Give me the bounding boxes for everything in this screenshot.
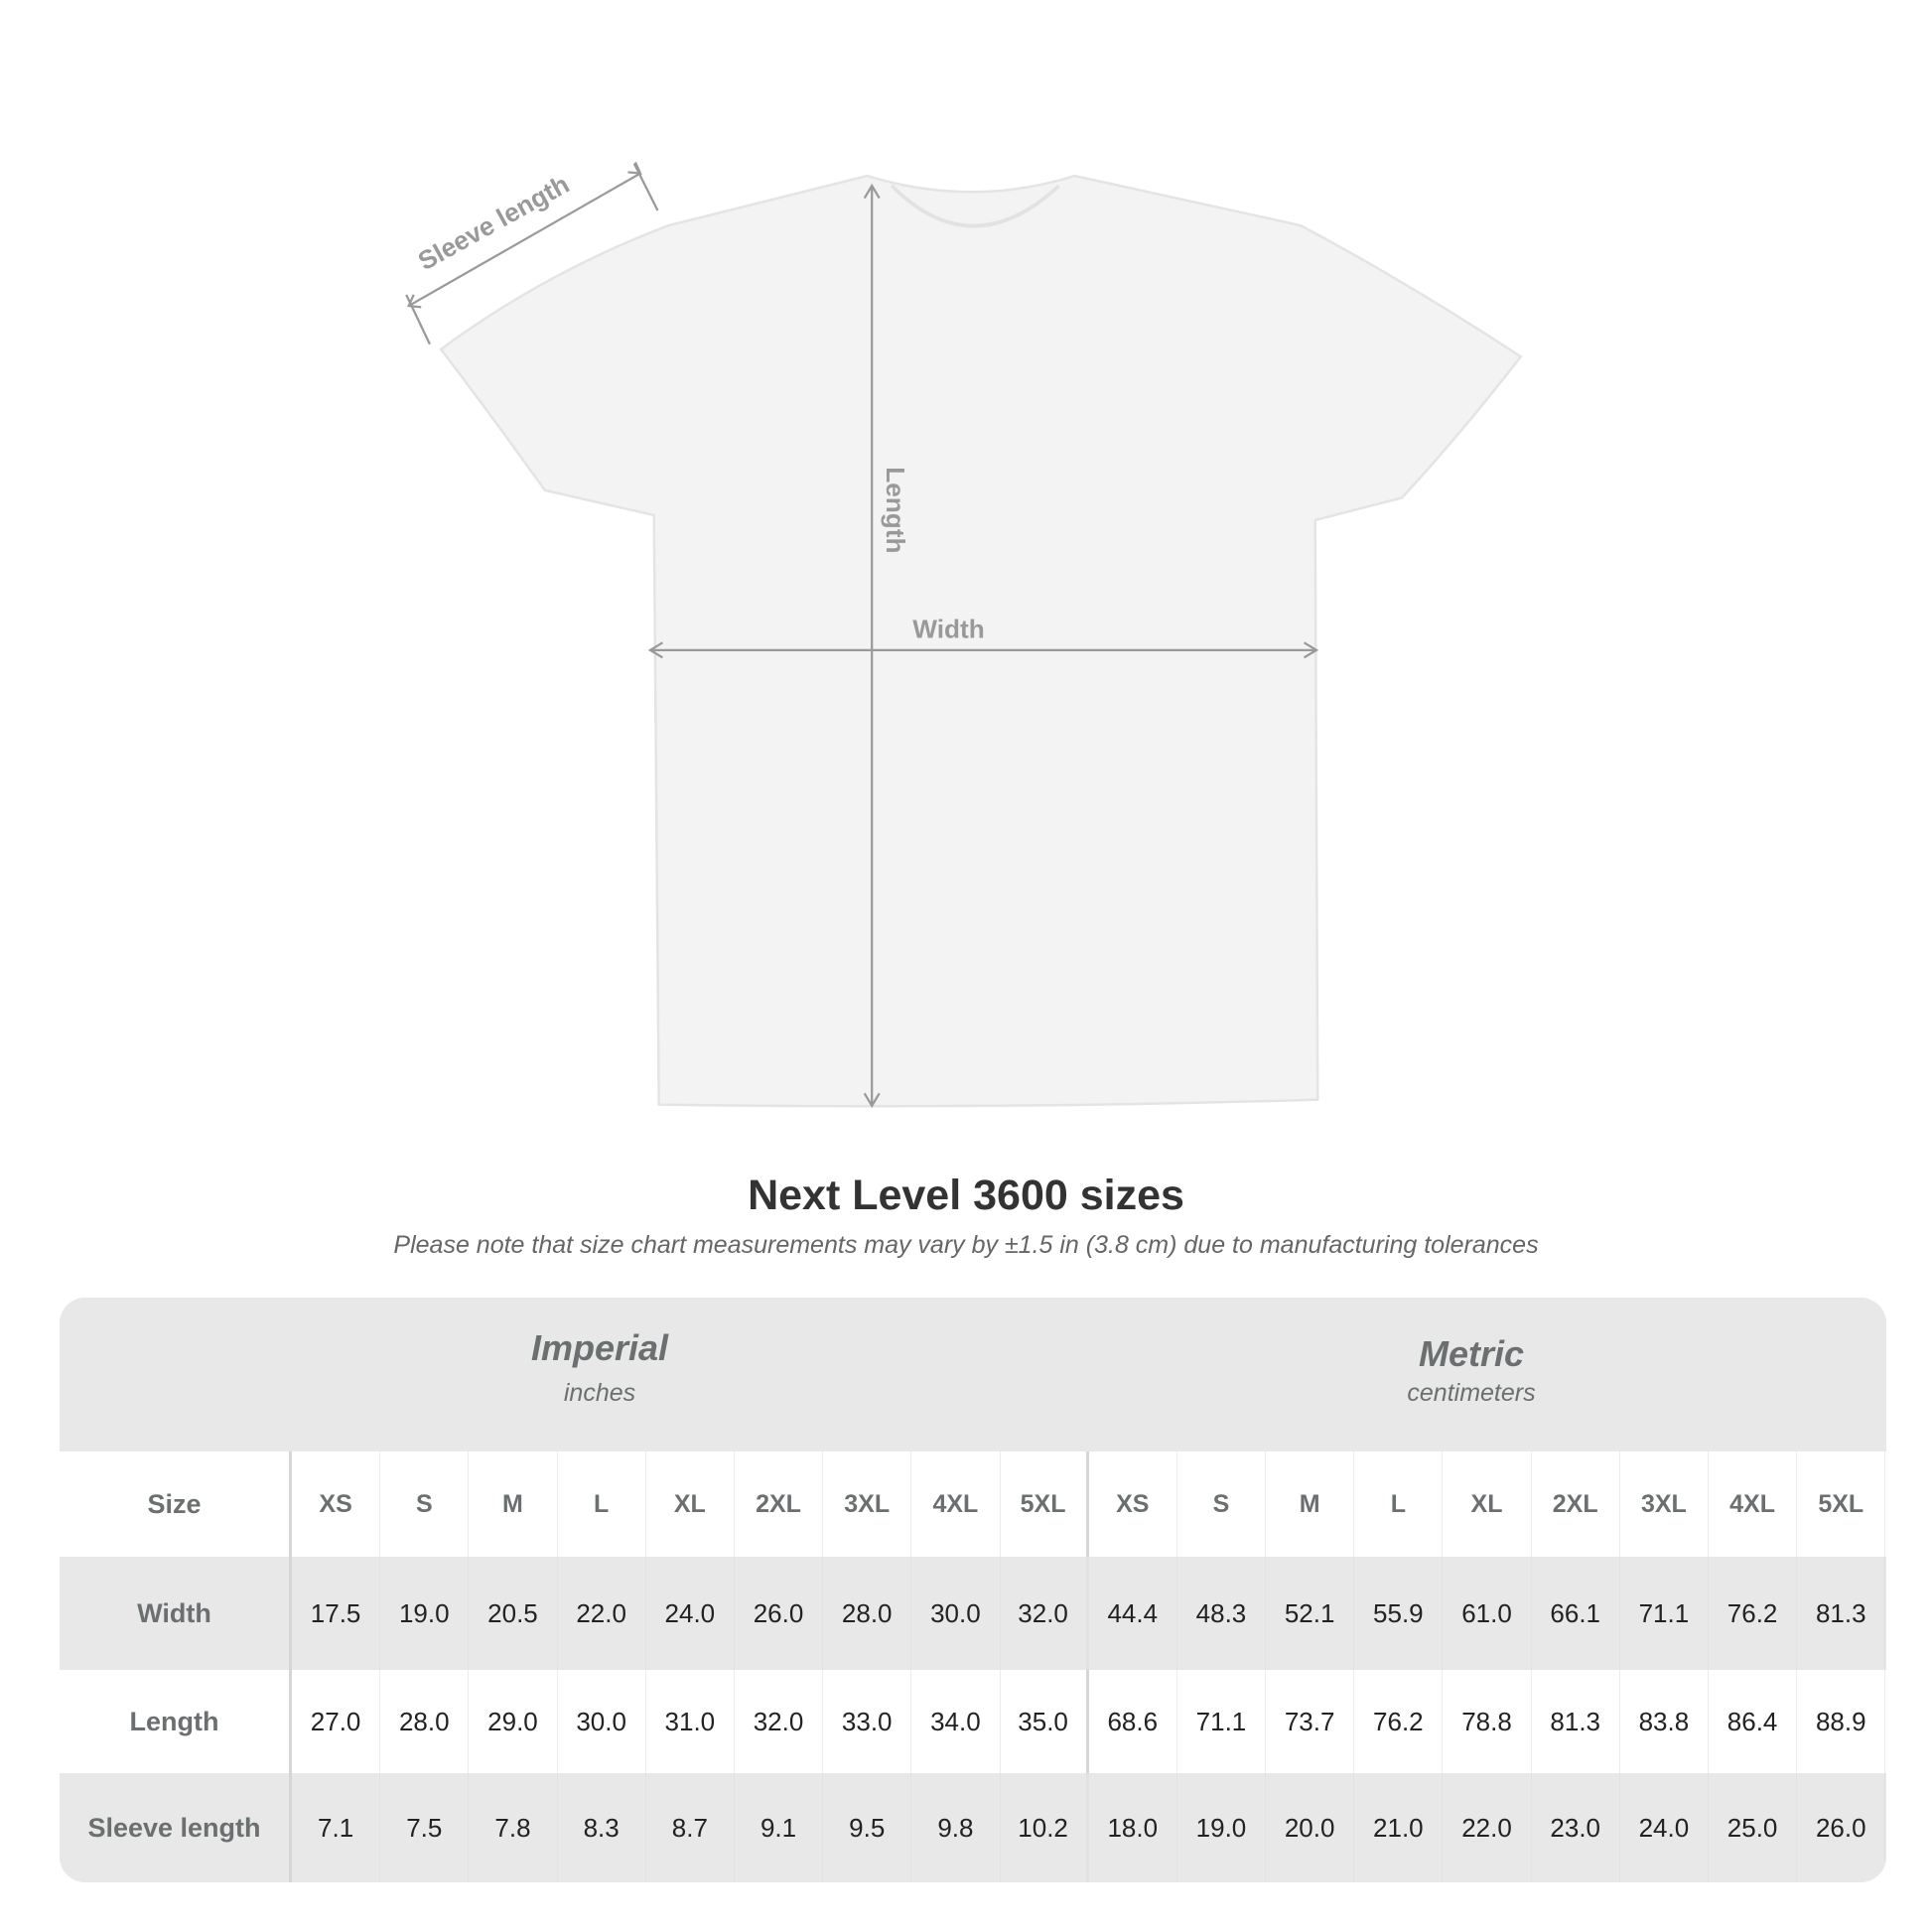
value-cell: 48.3 — [1177, 1557, 1267, 1670]
value-cell: 9.1 — [735, 1773, 824, 1882]
size-header-cell: 4XL — [911, 1451, 1001, 1557]
value-cell: 86.4 — [1709, 1670, 1798, 1773]
value-cell: 24.0 — [1620, 1773, 1709, 1882]
table-row-sleeve-length: Sleeve length 7.1 7.5 7.8 8.3 8.7 9.1 9.5 9.8 10.… — [60, 1773, 1886, 1882]
imperial-unit: inches — [563, 1379, 636, 1407]
table-row-width: Width 17.5 19.0 20.5 22.0 24.0 26.0 28.0 30.0 32.… — [60, 1557, 1886, 1670]
value-cell: 20.0 — [1266, 1773, 1355, 1882]
value-cell: 71.1 — [1620, 1557, 1709, 1670]
metric-unit: centimeters — [1407, 1379, 1536, 1407]
size-header-cell: M — [469, 1451, 558, 1557]
value-cell: 55.9 — [1354, 1557, 1444, 1670]
value-cell: 23.0 — [1532, 1773, 1620, 1882]
value-cell: 8.7 — [646, 1773, 735, 1882]
metric-header: Metric centimeters — [1223, 1333, 1720, 1408]
value-cell: 28.0 — [823, 1557, 912, 1670]
size-header-cell: 5XL — [1001, 1451, 1089, 1557]
size-header-cell: XS — [292, 1451, 381, 1557]
value-cell: 76.2 — [1709, 1557, 1798, 1670]
size-header-cell: L — [558, 1451, 646, 1557]
width-label: Width — [912, 614, 984, 643]
value-cell: 24.0 — [646, 1557, 735, 1670]
size-header-cell: 3XL — [1620, 1451, 1709, 1557]
size-header-cell: XL — [1443, 1451, 1532, 1557]
value-cell: 9.8 — [911, 1773, 1001, 1882]
imperial-header: Imperial inches — [351, 1327, 848, 1408]
value-cell: 88.9 — [1797, 1670, 1886, 1773]
value-cell: 25.0 — [1709, 1773, 1798, 1882]
value-cell: 29.0 — [469, 1670, 558, 1773]
size-header-cell: 5XL — [1797, 1451, 1886, 1557]
value-cell: 22.0 — [1443, 1773, 1532, 1882]
size-table: Imperial inches Metric centimeters Size X… — [60, 1298, 1886, 1882]
size-header-cell: S — [380, 1451, 470, 1557]
value-cell: 22.0 — [558, 1557, 646, 1670]
value-cell: 10.2 — [1001, 1773, 1089, 1882]
sleeve-length-label: Sleeve length — [413, 169, 574, 276]
size-header-cell: 2XL — [1532, 1451, 1620, 1557]
tolerance-note: Please note that size chart measurements… — [393, 1231, 1539, 1259]
value-cell: 17.5 — [292, 1557, 381, 1670]
value-cell: 18.0 — [1089, 1773, 1177, 1882]
imperial-title: Imperial — [530, 1327, 669, 1368]
value-cell: 31.0 — [646, 1670, 735, 1773]
value-cell: 7.8 — [469, 1773, 558, 1882]
value-cell: 66.1 — [1532, 1557, 1620, 1670]
value-cell: 81.3 — [1797, 1557, 1886, 1670]
value-cell: 19.0 — [380, 1557, 470, 1670]
value-cell: 30.0 — [911, 1557, 1001, 1670]
length-label: Length — [881, 467, 910, 553]
size-header-cell: M — [1266, 1451, 1355, 1557]
value-cell: 61.0 — [1443, 1557, 1532, 1670]
value-cell: 21.0 — [1354, 1773, 1444, 1882]
value-cell: 68.6 — [1089, 1670, 1177, 1773]
size-header-cell: 2XL — [735, 1451, 824, 1557]
collar — [890, 184, 1060, 228]
size-header-cell: 4XL — [1709, 1451, 1798, 1557]
sleeve-arrow — [408, 172, 641, 308]
row-label: Width — [60, 1557, 292, 1670]
table-row-length: Length 27.0 28.0 29.0 30.0 31.0 32.0 33.0 34.0 35… — [60, 1670, 1886, 1773]
value-cell: 28.0 — [380, 1670, 470, 1773]
table-header: Imperial inches Metric centimeters — [60, 1298, 1886, 1451]
size-header-cell: L — [1354, 1451, 1444, 1557]
value-cell: 32.0 — [1001, 1557, 1089, 1670]
chart-title: Next Level 3600 sizes — [748, 1172, 1184, 1219]
size-row: Size XS S M L XL 2XL 3XL 4XL 5XL XS S M L XL 2XL 3XL 4XL 5… — [60, 1451, 1886, 1557]
value-cell: 35.0 — [1001, 1670, 1089, 1773]
value-cell: 44.4 — [1089, 1557, 1177, 1670]
size-header-cell: 3XL — [823, 1451, 912, 1557]
value-cell: 7.5 — [380, 1773, 470, 1882]
tshirt-shape — [439, 174, 1523, 1108]
size-header-cell: S — [1177, 1451, 1267, 1557]
size-header-cell: XS — [1089, 1451, 1177, 1557]
value-cell: 27.0 — [292, 1670, 381, 1773]
value-cell: 26.0 — [735, 1557, 824, 1670]
value-cell: 81.3 — [1532, 1670, 1620, 1773]
value-cell: 52.1 — [1266, 1557, 1355, 1670]
tshirt-diagram: Sleeve length Length Width — [405, 161, 1523, 1109]
row-label: Size — [60, 1451, 292, 1557]
row-label: Length — [60, 1670, 292, 1773]
size-header-cell: XL — [646, 1451, 735, 1557]
value-cell: 7.1 — [292, 1773, 381, 1882]
value-cell: 9.5 — [823, 1773, 912, 1882]
value-cell: 26.0 — [1797, 1773, 1886, 1882]
row-label: Sleeve length — [60, 1773, 292, 1882]
value-cell: 73.7 — [1266, 1670, 1355, 1773]
metric-title: Metric — [1418, 1333, 1525, 1374]
value-cell: 19.0 — [1177, 1773, 1267, 1882]
value-cell: 76.2 — [1354, 1670, 1444, 1773]
value-cell: 78.8 — [1443, 1670, 1532, 1773]
value-cell: 34.0 — [911, 1670, 1001, 1773]
value-cell: 33.0 — [823, 1670, 912, 1773]
value-cell: 20.5 — [469, 1557, 558, 1670]
value-cell: 71.1 — [1177, 1670, 1267, 1773]
value-cell: 83.8 — [1620, 1670, 1709, 1773]
value-cell: 8.3 — [558, 1773, 646, 1882]
value-cell: 30.0 — [558, 1670, 646, 1773]
value-cell: 32.0 — [735, 1670, 824, 1773]
